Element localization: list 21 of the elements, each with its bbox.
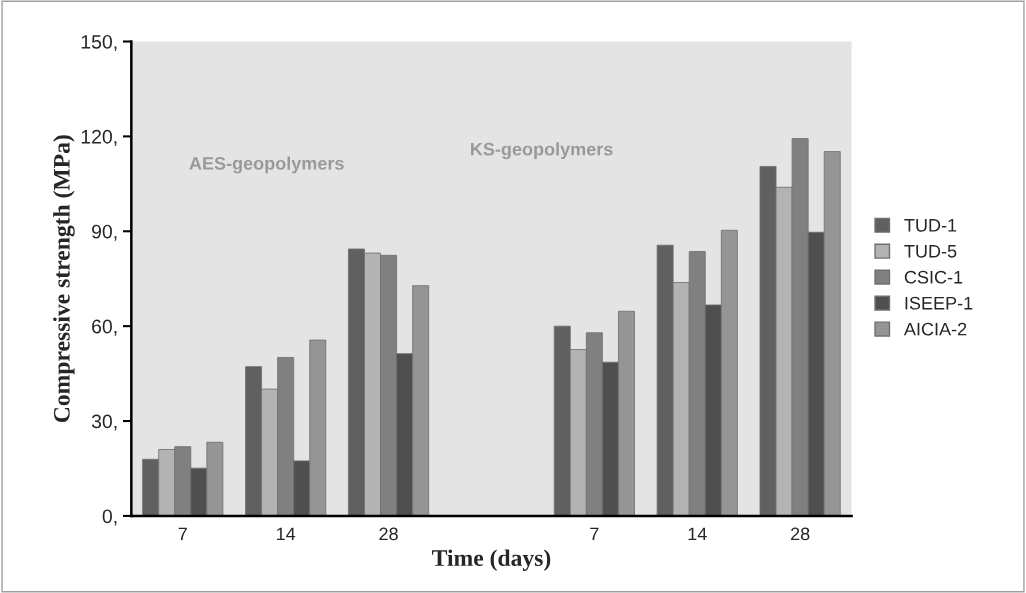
y-tick-label: 30, (91, 414, 117, 431)
x-tick-label: 28 (379, 527, 398, 541)
legend-label: ISEEP-1 (905, 296, 973, 310)
annotation: KS-geopolymers (471, 142, 613, 160)
annotation: AES-geopolymers (189, 156, 344, 174)
x-tick-label: 14 (688, 527, 707, 541)
x-axis-title: Time (days) (432, 549, 551, 571)
y-tick-label: 150, (81, 34, 117, 52)
x-tick-label: 7 (178, 527, 187, 541)
y-tick-label: 0, (102, 509, 117, 526)
x-tick-label: 7 (590, 527, 599, 541)
x-tick-label: 28 (791, 527, 810, 541)
y-tick-label: 60, (92, 319, 117, 336)
y-tick-label: 120, (81, 129, 117, 146)
y-tick-label: 90, (92, 224, 117, 241)
y-axis-title: Compressive strength (MPa) (53, 135, 75, 423)
legend-label: CSIC-1 (904, 270, 963, 284)
legend-label: AICIA-2 (903, 322, 967, 336)
legend-label: TUD-5 (904, 245, 957, 258)
legend-label: TUD-1 (904, 219, 957, 232)
x-tick-label: 14 (277, 527, 296, 541)
